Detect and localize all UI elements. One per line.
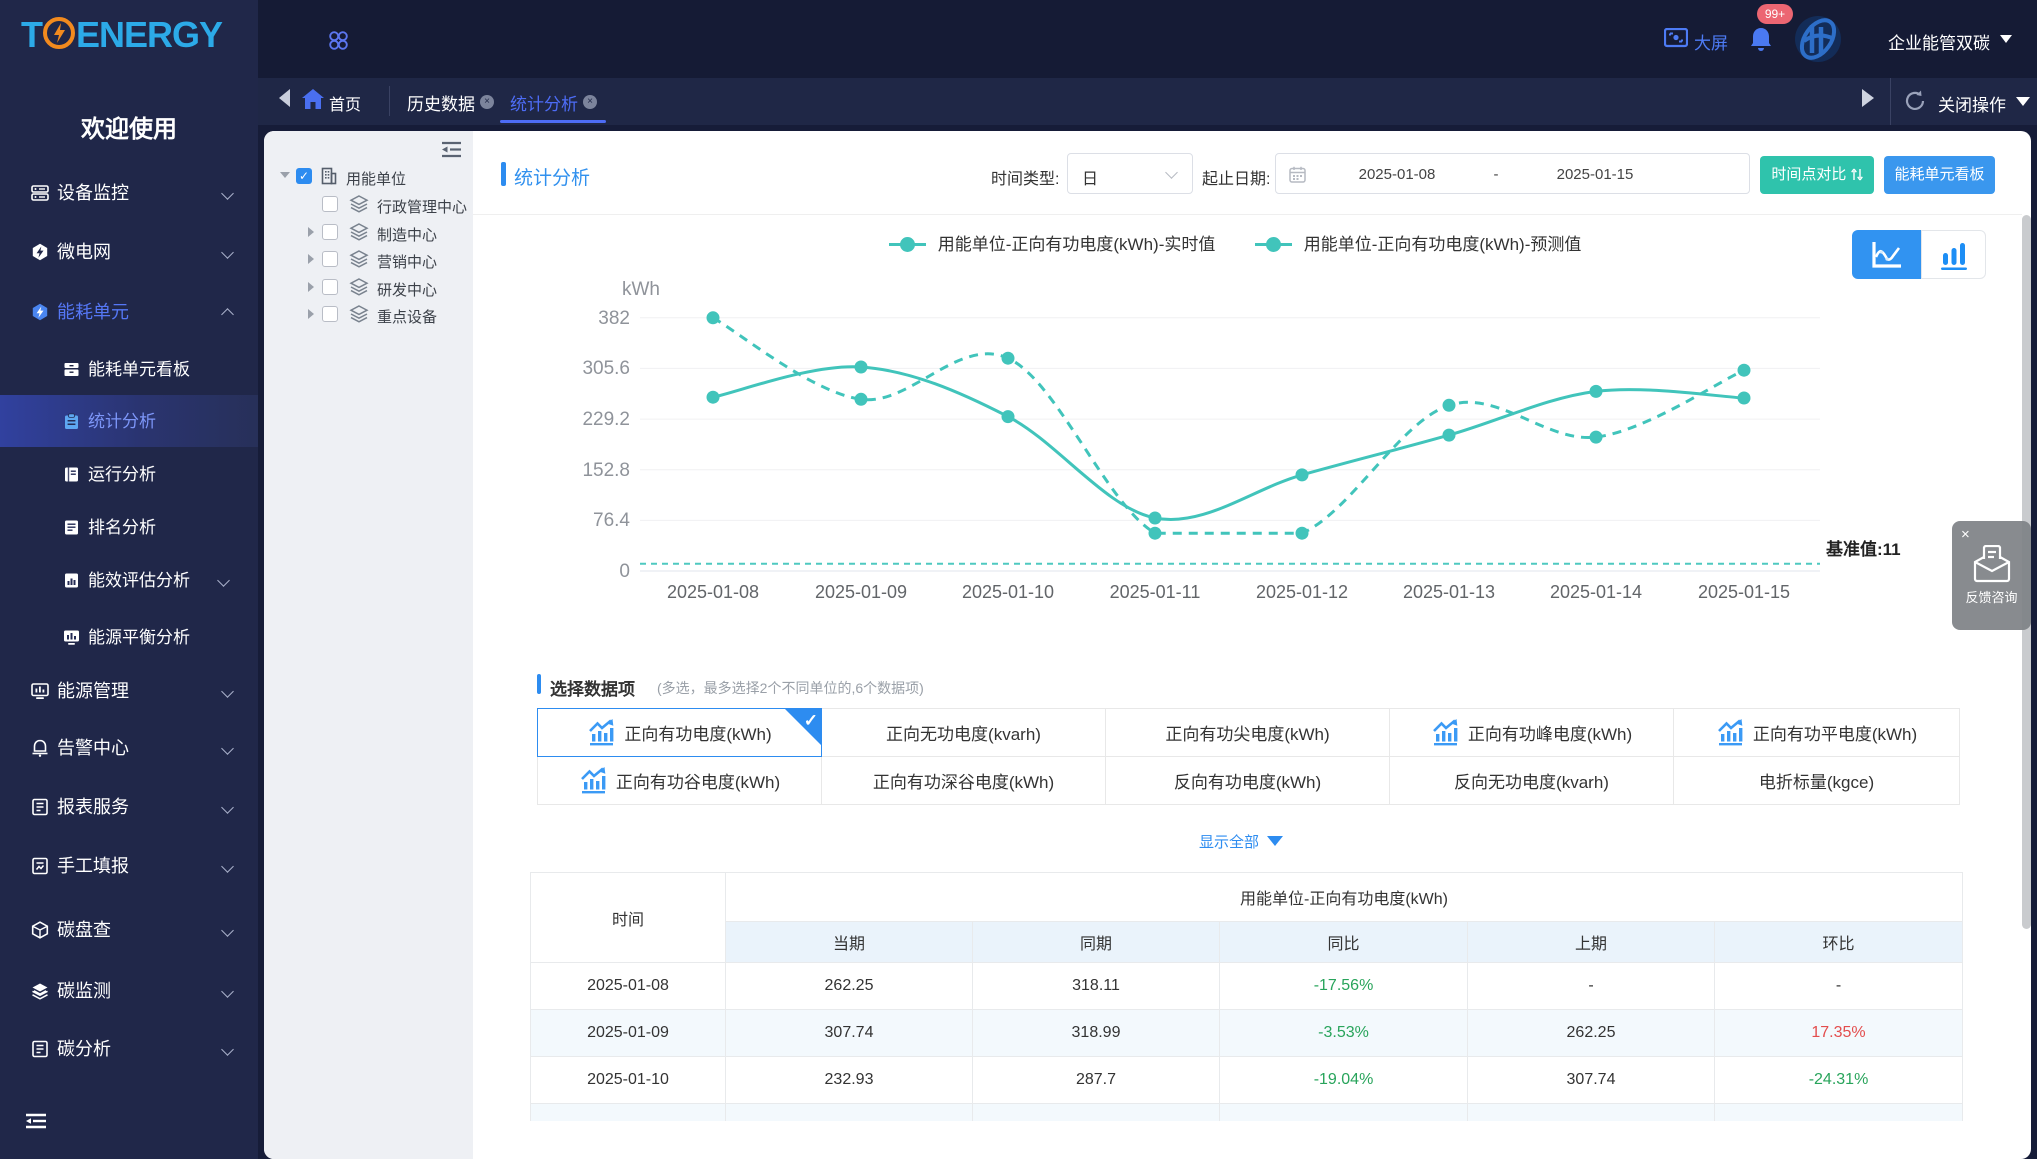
svg-text:2025-01-09: 2025-01-09 <box>815 582 907 602</box>
svg-text:基准值:11: 基准值:11 <box>1825 539 1901 559</box>
svg-text:kWh: kWh <box>622 279 660 300</box>
svg-text:2025-01-14: 2025-01-14 <box>1550 582 1642 602</box>
svg-text:2025-01-08: 2025-01-08 <box>667 582 759 602</box>
svg-text:2025-01-13: 2025-01-13 <box>1403 582 1495 602</box>
svg-text:2025-01-11: 2025-01-11 <box>1110 582 1201 602</box>
svg-text:2025-01-10: 2025-01-10 <box>962 582 1054 602</box>
svg-text:382: 382 <box>598 308 630 329</box>
svg-text:305.6: 305.6 <box>582 358 630 379</box>
svg-text:2025-01-15: 2025-01-15 <box>1698 582 1790 602</box>
svg-text:152.8: 152.8 <box>582 460 630 481</box>
svg-text:0: 0 <box>619 561 630 582</box>
svg-text:229.2: 229.2 <box>582 409 630 430</box>
svg-text:76.4: 76.4 <box>593 510 630 531</box>
svg-text:2025-01-12: 2025-01-12 <box>1256 582 1348 602</box>
